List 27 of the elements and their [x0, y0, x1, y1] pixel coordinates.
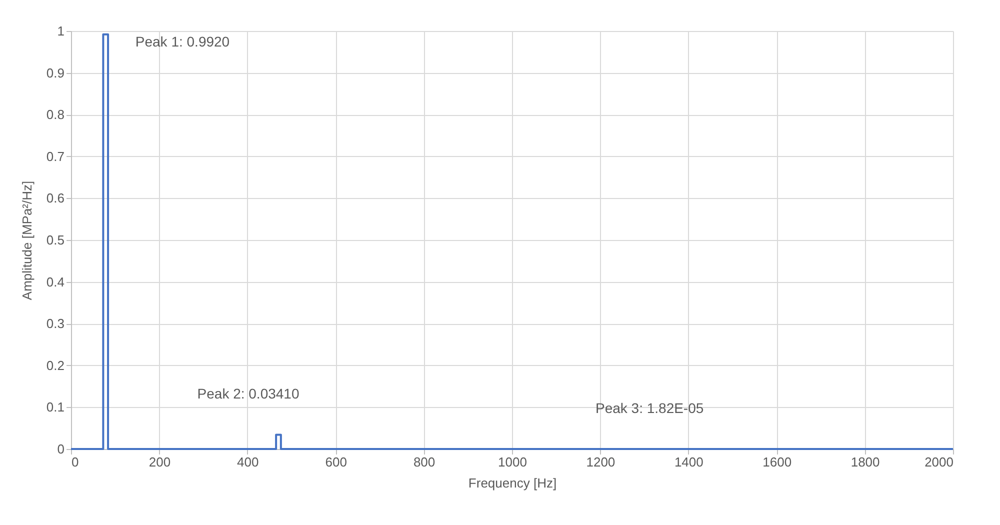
x-tick-label: 200 [148, 454, 171, 470]
y-axis-title: Amplitude [MPa²/Hz] [19, 180, 34, 300]
x-tick-label: 2000 [924, 454, 954, 470]
x-axis-title: Frequency [Hz] [468, 476, 557, 490]
y-tick-label: 0.9 [46, 65, 64, 80]
x-tick-label: 1000 [498, 454, 527, 470]
y-tick-label: 0.6 [46, 190, 64, 206]
y-tick-label: 0.7 [46, 148, 64, 164]
x-tick-label: 1400 [674, 454, 704, 470]
y-tick-label: 0.2 [46, 358, 64, 373]
y-tick-label: 0.8 [46, 107, 64, 122]
y-tick-label: 1 [57, 24, 64, 38]
y-tick-label: 0 [57, 442, 64, 456]
x-tick-label: 1800 [850, 454, 880, 470]
x-tick-label: 600 [325, 454, 347, 470]
y-tick-label: 0.1 [46, 400, 64, 415]
y-tick-label: 0.5 [46, 232, 64, 248]
annotation: Peak 1: 0.9920 [135, 33, 230, 50]
annotation: Peak 3: 1.82E-05 [595, 400, 704, 416]
x-tick-label: 800 [413, 454, 436, 470]
annotation: Peak 2: 0.03410 [197, 386, 300, 402]
x-tick-label: 1600 [762, 454, 792, 470]
x-tick-label: 400 [237, 454, 259, 470]
x-tick-label: 0 [72, 454, 79, 470]
y-tick-label: 0.4 [46, 274, 64, 290]
x-tick-label: 1200 [586, 454, 616, 470]
y-tick-label: 0.3 [46, 316, 64, 332]
